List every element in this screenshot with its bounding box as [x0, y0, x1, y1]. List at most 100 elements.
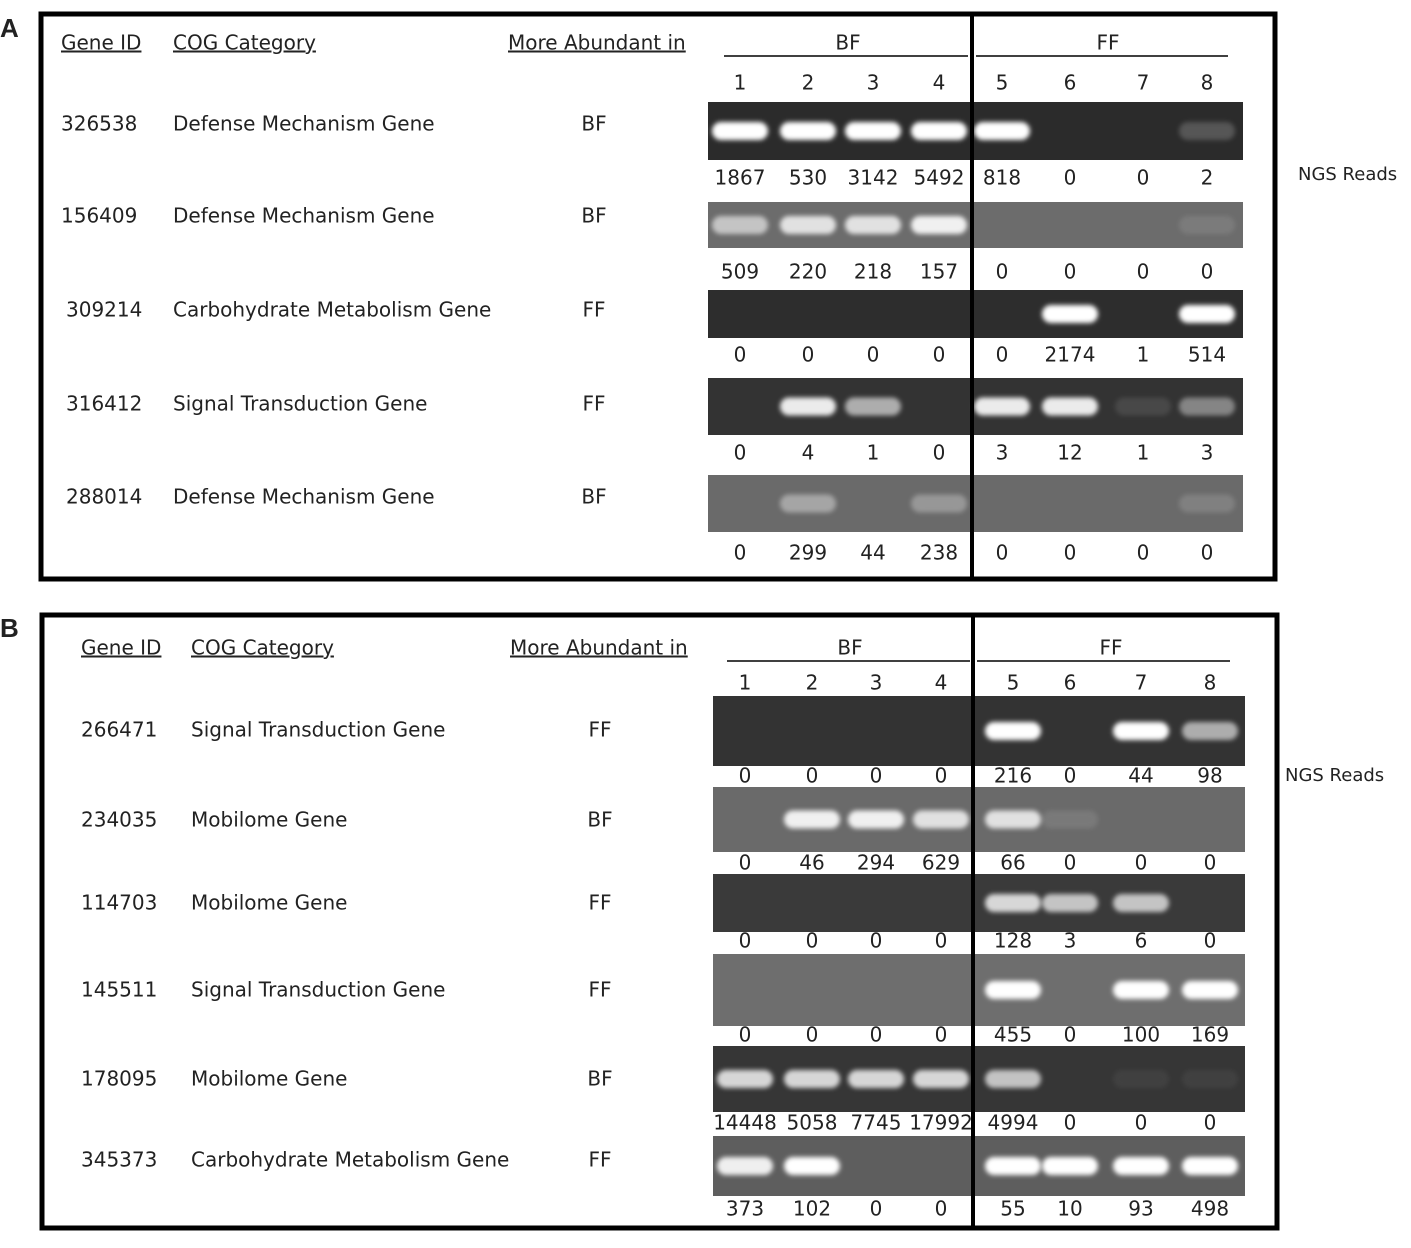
header: COG Category — [191, 636, 334, 660]
ngs-reads: 0 — [739, 929, 752, 953]
ngs-reads: 10 — [1057, 1197, 1082, 1221]
cog-category: Mobilome Gene — [191, 891, 347, 915]
gene-id: 114703 — [81, 891, 157, 915]
ngs-reads: 455 — [994, 1023, 1032, 1047]
lane-number: 6 — [1064, 671, 1077, 695]
gel-band — [1182, 981, 1238, 999]
lane-number: 8 — [1201, 71, 1214, 95]
gel-band — [911, 122, 967, 140]
ngs-reads: 0 — [870, 1197, 883, 1221]
ngs-reads: 373 — [726, 1197, 764, 1221]
ngs-reads: 0 — [1201, 260, 1214, 284]
gel-band — [1182, 1157, 1238, 1175]
ngs-reads: 100 — [1122, 1023, 1160, 1047]
gel-band — [985, 810, 1041, 829]
reads-label: NGS Reads — [1285, 765, 1384, 786]
lane-number: 1 — [739, 671, 752, 695]
gene-id: 326538 — [61, 112, 137, 136]
gel-band — [845, 122, 901, 140]
panel-border — [39, 612, 1280, 1231]
gene-id: 156409 — [61, 204, 137, 228]
gel-band — [1179, 305, 1235, 323]
group-label: FF — [1099, 636, 1122, 660]
gel-band — [780, 216, 836, 234]
header: Gene ID — [61, 31, 141, 55]
lane-number: 5 — [996, 71, 1009, 95]
ngs-reads: 0 — [870, 929, 883, 953]
ngs-reads: 3 — [1201, 441, 1214, 465]
cog-category: Signal Transduction Gene — [191, 718, 445, 742]
ngs-reads: 0 — [806, 929, 819, 953]
gel-band — [1042, 894, 1098, 912]
ngs-reads: 0 — [806, 764, 819, 788]
cog-category: Defense Mechanism Gene — [173, 485, 435, 509]
ngs-reads: 0 — [933, 441, 946, 465]
gene-id: 234035 — [81, 808, 157, 832]
ngs-reads: 0 — [734, 541, 747, 565]
ngs-reads: 0 — [935, 929, 948, 953]
ngs-reads: 0 — [1064, 1023, 1077, 1047]
ngs-reads: 1867 — [715, 166, 766, 190]
ngs-reads: 0 — [935, 1197, 948, 1221]
ngs-reads: 93 — [1128, 1197, 1153, 1221]
gel-band — [1113, 1070, 1169, 1088]
gene-id: 309214 — [66, 298, 142, 322]
lane-number: 7 — [1135, 671, 1148, 695]
gel-band — [848, 1070, 904, 1088]
ngs-reads: 0 — [870, 764, 883, 788]
group-label: BF — [835, 31, 860, 55]
header: Gene ID — [81, 636, 161, 660]
cog-category: Signal Transduction Gene — [173, 392, 427, 416]
gene-id: 266471 — [81, 718, 157, 742]
gel-band — [1182, 1070, 1238, 1088]
gel-band — [1179, 397, 1235, 416]
ngs-reads: 1 — [1137, 343, 1150, 367]
ngs-reads: 0 — [867, 343, 880, 367]
gel-band — [1042, 1157, 1098, 1175]
gel-band — [974, 397, 1030, 416]
panel-letter: A — [0, 13, 19, 43]
abundant-in: FF — [588, 891, 611, 915]
lane-number: 6 — [1064, 71, 1077, 95]
gel-band — [1113, 981, 1169, 999]
abundant-in: BF — [587, 808, 612, 832]
ngs-reads: 0 — [996, 260, 1009, 284]
ngs-reads: 0 — [1064, 851, 1077, 875]
gene-id: 316412 — [66, 392, 142, 416]
gel-band — [712, 216, 768, 234]
lane-number: 1 — [734, 71, 747, 95]
gel-band — [780, 494, 836, 513]
ngs-reads: 0 — [1137, 541, 1150, 565]
gel-strip — [708, 290, 1243, 338]
ngs-reads: 218 — [854, 260, 892, 284]
ngs-reads: 0 — [1135, 1111, 1148, 1135]
abundant-in: BF — [581, 485, 606, 509]
ngs-reads: 0 — [1204, 1111, 1217, 1135]
lane-number: 5 — [1007, 671, 1020, 695]
abundant-in: FF — [588, 1148, 611, 1172]
gene-id: 288014 — [66, 485, 142, 509]
gel-band — [911, 494, 967, 513]
group-label: BF — [837, 636, 862, 660]
gel-band — [1115, 397, 1171, 416]
group-label: FF — [1096, 31, 1119, 55]
gel-band — [913, 1070, 969, 1088]
ngs-reads: 0 — [935, 764, 948, 788]
gel-band — [1179, 494, 1235, 513]
gel-band — [1042, 397, 1098, 416]
ngs-reads: 0 — [996, 541, 1009, 565]
ngs-reads: 498 — [1191, 1197, 1229, 1221]
panel-border — [38, 11, 1278, 582]
gel-band — [985, 981, 1041, 999]
ngs-reads: 629 — [922, 851, 960, 875]
ngs-reads: 55 — [1000, 1197, 1025, 1221]
lane-number: 8 — [1204, 671, 1217, 695]
ngs-reads: 0 — [739, 764, 752, 788]
gene-id: 345373 — [81, 1148, 157, 1172]
ngs-reads: 7745 — [851, 1111, 902, 1135]
abundant-in: FF — [582, 298, 605, 322]
ngs-reads: 0 — [1064, 541, 1077, 565]
gel-band — [1179, 122, 1235, 140]
gel-band — [717, 1070, 773, 1088]
abundant-in: FF — [588, 978, 611, 1002]
